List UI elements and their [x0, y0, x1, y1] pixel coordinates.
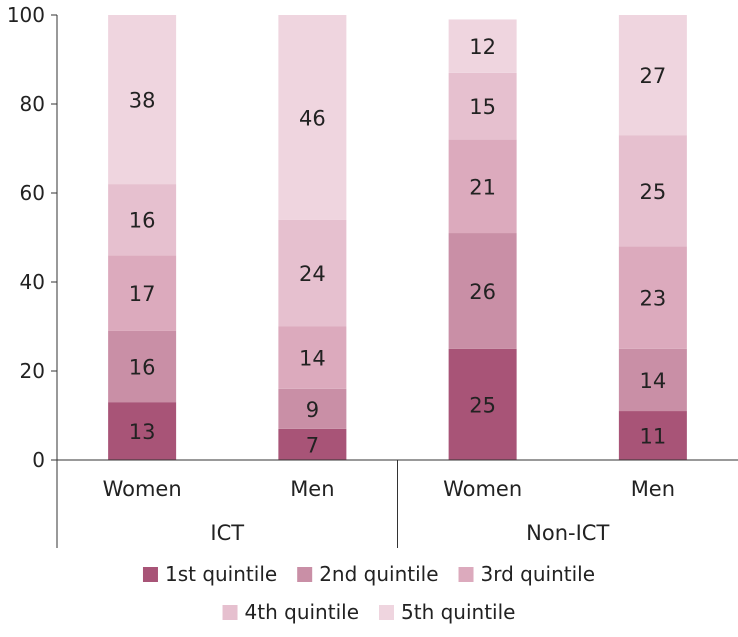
bar-segment: [108, 255, 177, 331]
y-tick-label: 80: [20, 92, 45, 116]
bar-segment: [618, 135, 687, 247]
legend-swatch: [222, 605, 238, 620]
legend-label: 3rd quintile: [481, 562, 596, 586]
y-tick-label: 0: [32, 448, 45, 472]
x-axis: Women Men ICT Women Men Non-ICT: [56, 459, 738, 548]
bar-segment: [278, 388, 347, 429]
data-label: 11: [640, 425, 667, 449]
data-label: 12: [469, 35, 496, 59]
bar-segment: [448, 348, 517, 460]
bar-segment: [278, 326, 347, 389]
data-label: 15: [469, 95, 496, 119]
legend-swatch: [458, 567, 474, 582]
data-label: 17: [129, 282, 156, 306]
data-label: 46: [299, 106, 326, 130]
data-label: 23: [640, 287, 667, 311]
legend-item: 4th quintile: [222, 600, 359, 624]
bar-segment: [618, 348, 687, 412]
data-label: 21: [469, 175, 496, 199]
data-label: 16: [129, 209, 156, 233]
data-label: 16: [129, 356, 156, 380]
legend-label: 5th quintile: [401, 600, 515, 624]
data-label: 27: [640, 64, 667, 88]
bar-segment: [448, 19, 517, 73]
legend-item: 5th quintile: [379, 600, 515, 624]
legend-label: 2nd quintile: [319, 562, 438, 586]
legend-swatch: [142, 567, 158, 582]
legend-item: 2nd quintile: [297, 562, 439, 586]
legend-swatch: [297, 567, 313, 582]
bar-segment: [108, 15, 177, 185]
bar-segment: [108, 330, 177, 403]
legend-item: 3rd quintile: [458, 562, 596, 586]
y-tick-label: 20: [20, 359, 45, 383]
data-label: 38: [129, 89, 156, 113]
data-label: 14: [640, 369, 667, 393]
y-axis: 0 20 40 60 80 100: [7, 3, 58, 472]
data-label: 25: [640, 180, 667, 204]
bar-segment: [108, 402, 177, 460]
data-label: 7: [306, 433, 319, 457]
legend: 1st quintile 2nd quintile 3rd quintile 4th …: [142, 562, 596, 624]
data-label: 25: [469, 393, 496, 417]
legend-label: 4th quintile: [245, 600, 359, 624]
x-category-label: Women: [103, 477, 182, 501]
x-category-label: Men: [290, 477, 334, 501]
x-category-label: Women: [443, 477, 522, 501]
data-label: 24: [299, 262, 326, 286]
data-label: 9: [306, 398, 319, 422]
x-group-label: ICT: [210, 521, 244, 545]
x-group-label: Non-ICT: [526, 521, 609, 545]
legend-item: 1st quintile: [142, 562, 277, 586]
bar-segment: [448, 233, 517, 349]
x-category-label: Men: [631, 477, 675, 501]
bar-segment: [108, 184, 177, 256]
data-label: 26: [469, 280, 496, 304]
bar-segment: [618, 15, 687, 136]
bar-segment: [618, 411, 687, 460]
y-tick-label: 60: [20, 181, 45, 205]
bar-segment: [278, 428, 347, 460]
data-label: 13: [129, 420, 156, 444]
legend-label: 1st quintile: [165, 562, 277, 586]
y-tick-label: 100: [7, 3, 45, 27]
bar-segment: [448, 72, 517, 140]
bar-segment: [448, 139, 517, 234]
bar-segment: [278, 219, 347, 327]
data-label: 14: [299, 347, 326, 371]
bars: 13 16 17 16 38 7 9 14 24 46 25 26 21 15 12 11 14 23 25 27: [108, 15, 687, 460]
legend-swatch: [379, 605, 394, 620]
bar-segment: [618, 246, 687, 349]
y-tick-label: 40: [20, 270, 45, 294]
bar-segment: [278, 15, 347, 220]
